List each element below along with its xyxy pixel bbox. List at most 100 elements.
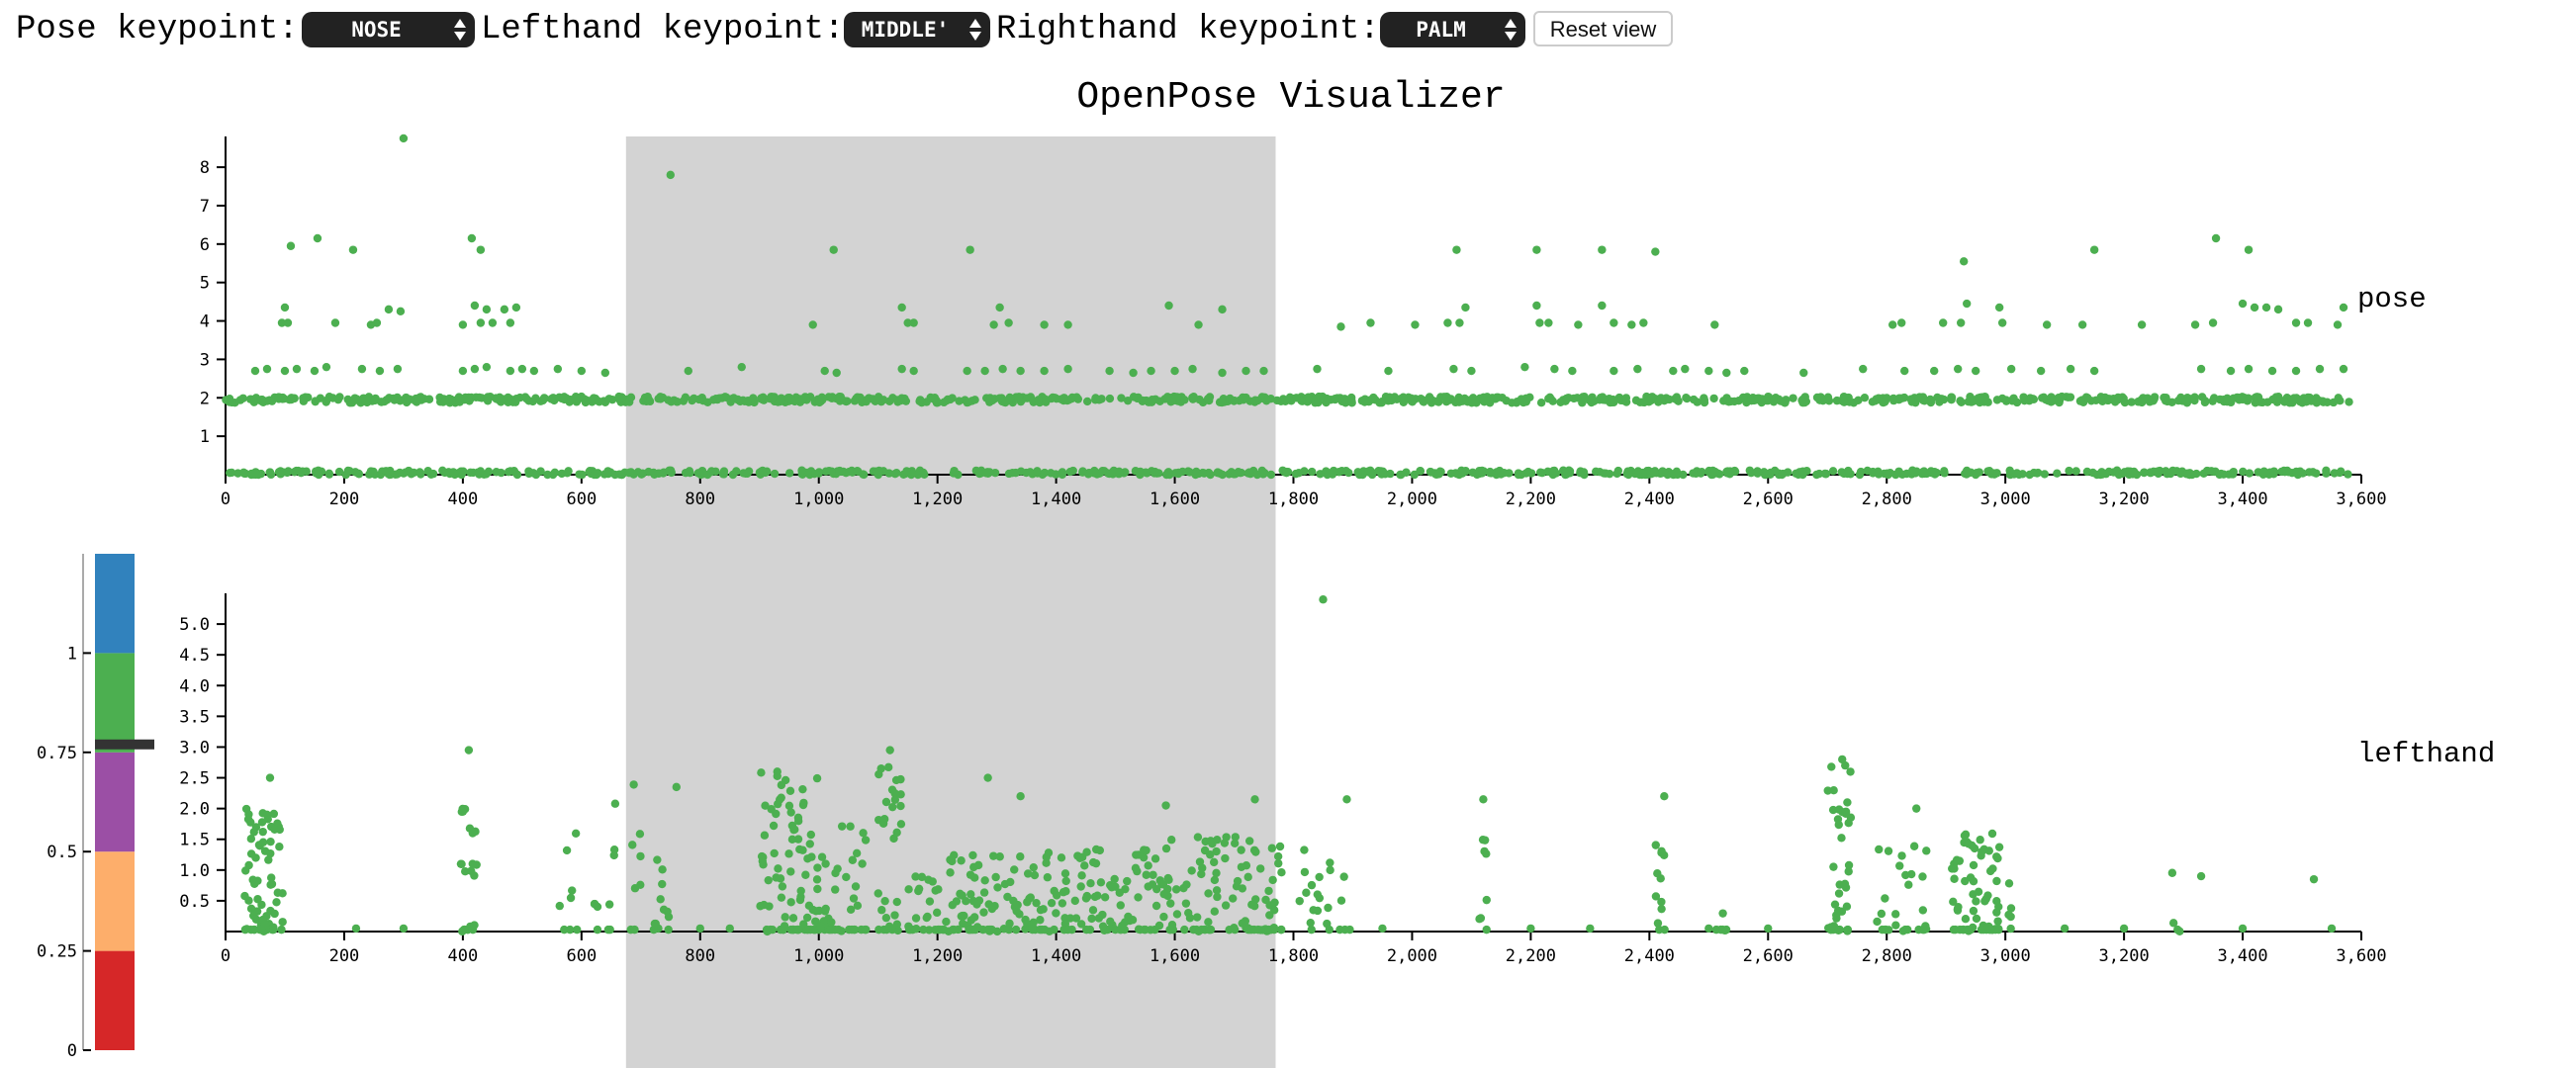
data-point bbox=[483, 393, 493, 401]
data-point bbox=[1367, 468, 1376, 477]
data-point bbox=[1142, 846, 1150, 855]
data-point bbox=[969, 873, 979, 882]
data-point bbox=[1532, 245, 1541, 254]
data-point bbox=[1789, 394, 1797, 402]
data-point bbox=[390, 396, 399, 404]
pose-keypoint-select[interactable]: NOSE bbox=[302, 12, 475, 47]
x-tick-label: 2,000 bbox=[1387, 490, 1437, 509]
data-point bbox=[917, 872, 927, 882]
data-point bbox=[919, 468, 928, 478]
data-point bbox=[1032, 898, 1041, 908]
data-point bbox=[1195, 857, 1205, 866]
data-point bbox=[1237, 846, 1245, 854]
data-point bbox=[617, 393, 627, 402]
data-point bbox=[1912, 804, 1921, 813]
data-point bbox=[1550, 364, 1559, 374]
righthand-keypoint-select[interactable]: PALM bbox=[1380, 12, 1525, 47]
data-point bbox=[1129, 368, 1138, 378]
data-point bbox=[280, 303, 290, 312]
data-point bbox=[1268, 875, 1277, 885]
colorbar-marker[interactable] bbox=[95, 739, 154, 750]
data-point bbox=[287, 395, 296, 404]
data-point bbox=[1003, 892, 1012, 902]
data-point bbox=[850, 925, 860, 934]
data-point bbox=[2167, 868, 2177, 877]
data-point bbox=[248, 875, 257, 884]
data-point bbox=[1454, 393, 1463, 402]
data-point bbox=[386, 466, 395, 476]
data-point bbox=[1170, 366, 1179, 376]
data-point bbox=[1212, 886, 1222, 895]
brush-selection[interactable] bbox=[625, 136, 1276, 1068]
data-point bbox=[1940, 467, 1949, 476]
data-point bbox=[793, 835, 803, 844]
data-point bbox=[1213, 836, 1222, 845]
data-point bbox=[568, 886, 577, 895]
y-tick-label: 1.5 bbox=[179, 831, 210, 850]
data-point bbox=[1964, 925, 1973, 934]
data-point bbox=[249, 398, 259, 406]
data-point bbox=[1930, 366, 1939, 376]
data-point bbox=[313, 233, 322, 243]
data-point bbox=[1983, 891, 1992, 900]
data-point bbox=[1888, 320, 1897, 329]
data-point bbox=[1265, 911, 1274, 920]
data-point bbox=[989, 320, 998, 329]
data-point bbox=[1992, 469, 2001, 478]
data-point bbox=[1653, 919, 1663, 928]
points-pose bbox=[222, 134, 2353, 480]
data-point bbox=[2238, 924, 2248, 934]
data-point bbox=[1098, 467, 1107, 476]
data-point bbox=[1273, 851, 1283, 861]
data-point bbox=[2058, 392, 2067, 401]
data-point bbox=[311, 397, 320, 405]
data-point bbox=[934, 925, 943, 934]
lefthand-keypoint-select[interactable]: MIDDLE' bbox=[844, 12, 990, 47]
data-point bbox=[1976, 836, 1984, 845]
data-point bbox=[1681, 364, 1690, 374]
y-tick-label: 1 bbox=[200, 427, 210, 447]
data-point bbox=[1900, 366, 1909, 376]
data-point bbox=[440, 397, 450, 405]
data-point bbox=[772, 809, 781, 819]
y-tick-label: 8 bbox=[200, 158, 210, 178]
data-point bbox=[2337, 467, 2346, 476]
data-point bbox=[565, 925, 575, 934]
data-point bbox=[1040, 366, 1049, 376]
reset-view-button[interactable]: Reset view bbox=[1533, 11, 1673, 46]
data-point bbox=[257, 925, 266, 934]
x-tick-label: 3,000 bbox=[1980, 946, 2031, 966]
data-point bbox=[1272, 396, 1282, 405]
data-point bbox=[786, 867, 795, 876]
data-point bbox=[286, 241, 296, 250]
data-point bbox=[1217, 398, 1227, 407]
data-point bbox=[1458, 469, 1467, 478]
data-point bbox=[2012, 398, 2022, 407]
data-point bbox=[1026, 468, 1035, 477]
data-point bbox=[1185, 914, 1195, 923]
data-point bbox=[1621, 394, 1631, 402]
data-point bbox=[955, 397, 964, 405]
data-point bbox=[1833, 906, 1843, 916]
data-point bbox=[324, 469, 333, 478]
data-point bbox=[1563, 394, 1573, 402]
data-point bbox=[2327, 924, 2337, 934]
data-point bbox=[1972, 914, 1981, 924]
data-point bbox=[1650, 468, 1659, 478]
data-point bbox=[351, 468, 360, 477]
data-point bbox=[828, 393, 837, 401]
x-tick-label: 3,200 bbox=[2099, 946, 2150, 966]
data-point bbox=[1339, 872, 1348, 881]
data-point bbox=[757, 768, 766, 777]
data-point bbox=[852, 848, 862, 857]
data-point bbox=[577, 366, 587, 376]
data-point bbox=[257, 818, 267, 827]
data-point bbox=[270, 825, 279, 835]
data-point bbox=[2190, 320, 2200, 329]
data-point bbox=[1556, 398, 1565, 406]
data-point bbox=[949, 925, 959, 934]
data-point bbox=[939, 398, 949, 407]
data-point bbox=[467, 866, 476, 875]
data-point bbox=[1953, 364, 1963, 374]
data-point bbox=[1060, 914, 1069, 923]
